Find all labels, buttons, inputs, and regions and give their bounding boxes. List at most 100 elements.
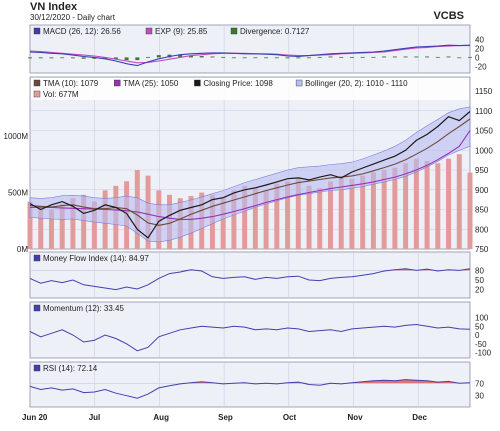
volume-bar	[295, 179, 301, 249]
volume-bar	[242, 185, 248, 249]
divergence-bar	[339, 56, 344, 58]
price-tick: 750	[475, 245, 489, 254]
divergence-bar	[253, 57, 258, 59]
x-label: Jun 20	[22, 413, 48, 422]
momentum-panel-tick: 0	[475, 331, 480, 340]
volume-bar	[231, 190, 237, 249]
rsi-panel-legend-0: RSI (14): 72.14	[43, 364, 98, 373]
chart-source: VCBS	[433, 10, 464, 22]
volume-tick: 1000M	[4, 132, 29, 141]
divergence-bar	[371, 56, 376, 58]
volume-bar	[381, 170, 387, 249]
x-label: Dec	[412, 413, 427, 422]
divergence-bar	[468, 56, 472, 58]
volume-bar	[456, 154, 462, 249]
volume-tick: 500M	[8, 189, 28, 198]
momentum-panel-line	[29, 323, 471, 352]
rsi-panel-line	[29, 379, 471, 399]
divergence-bar	[403, 56, 408, 58]
price-tick: 900	[475, 186, 489, 195]
divergence-bar	[60, 57, 65, 59]
divergence-bar	[360, 56, 365, 58]
macd-tick: -20	[475, 62, 487, 71]
divergence-bar	[49, 57, 54, 59]
divergence-bar	[124, 57, 129, 61]
volume-bar	[306, 185, 312, 249]
divergence-bar	[92, 57, 97, 59]
mfi-panel-tick: 50	[475, 276, 484, 285]
divergence-bar	[328, 56, 333, 58]
divergence-bar	[435, 56, 440, 58]
price-tick: 1050	[475, 127, 493, 136]
momentum-panel-tick: -50	[475, 340, 487, 349]
tma25-line	[29, 130, 471, 220]
price-legend-3: Bollinger (20, 2): 1010 - 1110	[305, 79, 408, 88]
volume-bar	[220, 197, 226, 249]
macd-legend-1: EXP (9): 25.85	[155, 27, 208, 36]
tma10-line	[29, 118, 471, 226]
price-tick: 1000	[475, 146, 493, 155]
divergence-bar	[178, 54, 183, 58]
legend-swatch	[33, 90, 41, 98]
price-tick: 1150	[475, 87, 493, 96]
volume-tick: 0M	[17, 245, 28, 254]
momentum-panel-tick: 50	[475, 322, 484, 331]
divergence-bar	[457, 57, 462, 59]
divergence-bar	[382, 56, 387, 58]
volume-bar	[435, 163, 441, 249]
divergence-bar	[392, 56, 397, 58]
legend-swatch	[33, 254, 41, 262]
legend-swatch	[230, 27, 238, 35]
volume-bar	[360, 175, 366, 249]
rsi-panel	[29, 361, 471, 408]
chart-subtitle: 30/12/2020 - Daily chart	[30, 13, 115, 22]
divergence-bar	[199, 56, 204, 58]
price-legend-box	[31, 78, 469, 100]
divergence-bar	[296, 57, 301, 59]
volume-bar	[370, 172, 376, 249]
macd-tick: 40	[475, 35, 484, 44]
volume-bar	[424, 160, 430, 249]
mfi-panel	[29, 251, 471, 299]
volume-bar	[349, 179, 355, 249]
volume-bar	[252, 188, 258, 249]
divergence-bar	[113, 57, 118, 60]
mfi-panel-tick: 80	[475, 266, 484, 275]
rsi-panel-tick: 30	[475, 392, 484, 401]
volume-bar	[285, 181, 291, 249]
volume-bar	[403, 163, 409, 249]
legend-swatch	[194, 79, 201, 87]
x-label: Sep	[218, 413, 233, 422]
chart-title: VN Index	[30, 1, 78, 13]
divergence-bar	[274, 57, 279, 59]
volume-bar	[27, 201, 33, 249]
price-tick: 800	[475, 225, 489, 234]
volume-bar	[70, 198, 76, 249]
divergence-bar	[307, 57, 312, 59]
volume-bar	[263, 190, 269, 249]
divergence-bar	[425, 56, 430, 58]
momentum-panel	[29, 301, 471, 359]
divergence-bar	[231, 57, 236, 59]
legend-swatch	[33, 304, 41, 312]
mfi-panel-tick: 20	[475, 286, 484, 295]
macd-line	[29, 44, 471, 67]
divergence-bar	[103, 57, 108, 59]
divergence-bar	[317, 56, 322, 58]
divergence-bar	[264, 57, 269, 59]
divergence-bar	[414, 56, 419, 58]
volume-bar	[467, 172, 473, 249]
rsi-panel-tick: 70	[475, 379, 484, 388]
volume-bar	[392, 167, 398, 249]
divergence-bar	[70, 57, 75, 59]
mfi-panel-legend-0: Money Flow Index (14): 84.97	[43, 254, 149, 263]
volume-bar	[81, 194, 87, 249]
x-label: Jul	[89, 413, 101, 422]
divergence-bar	[156, 55, 161, 58]
divergence-bar	[135, 57, 140, 61]
volume-bar	[338, 176, 344, 249]
legend-swatch	[295, 79, 303, 87]
divergence-bar	[221, 56, 226, 58]
x-label: Nov	[348, 413, 364, 422]
divergence-bar	[446, 56, 451, 58]
